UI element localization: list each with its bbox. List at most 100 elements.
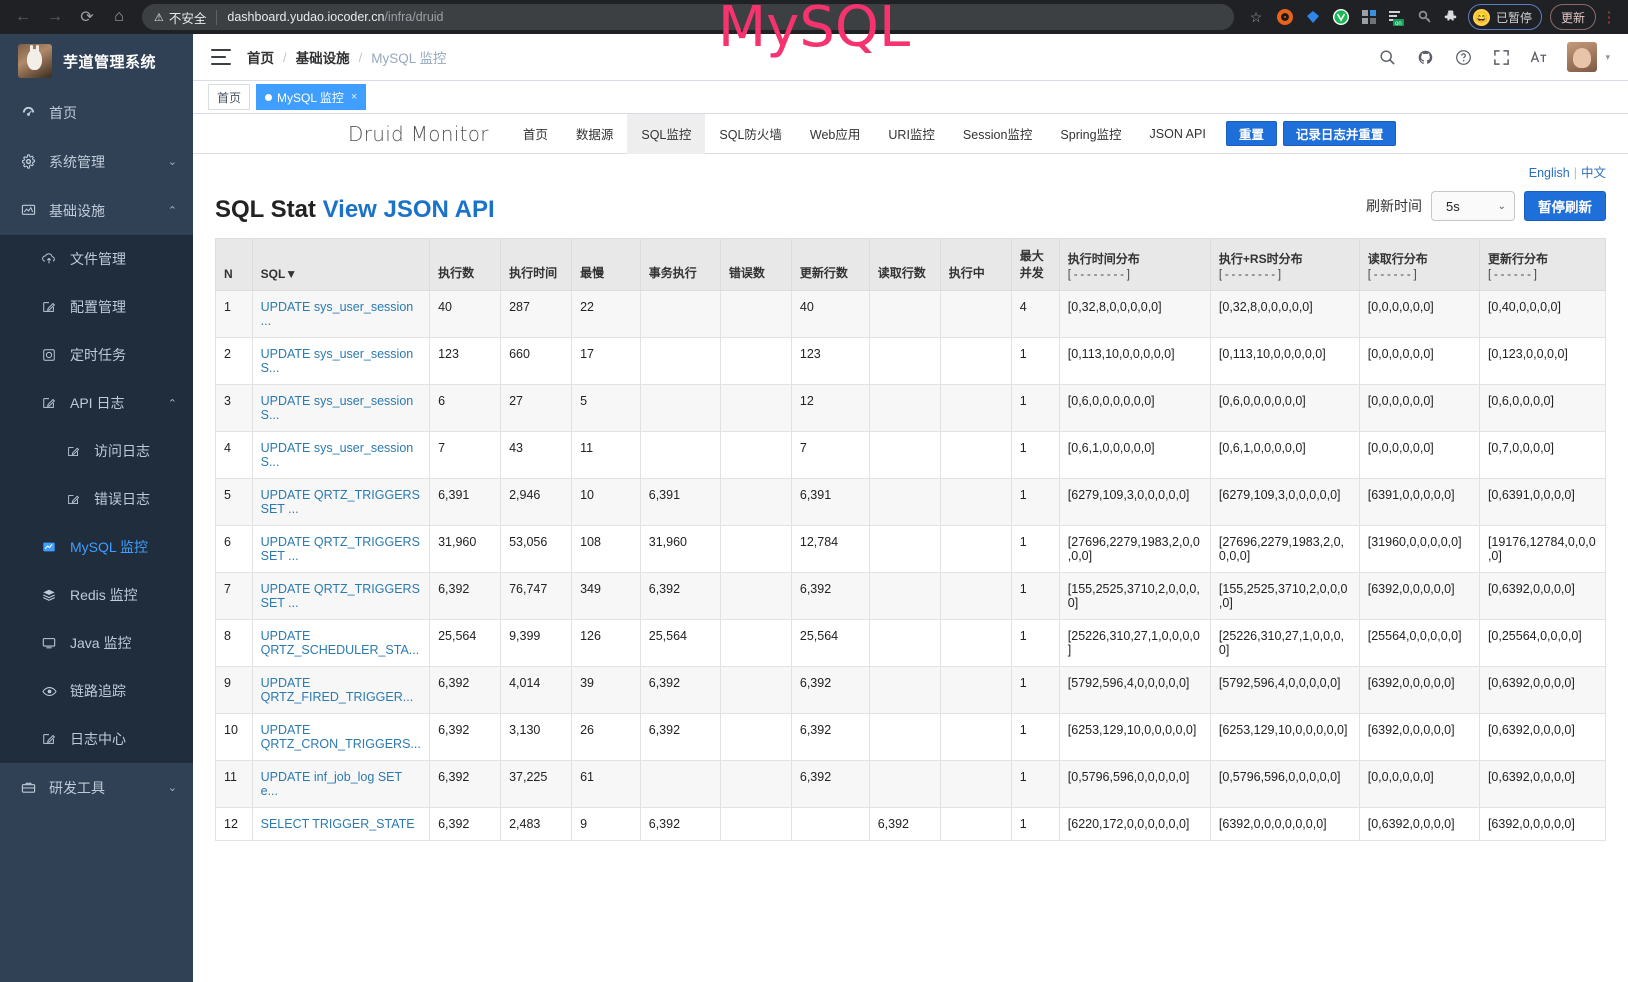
- sidebar-logo[interactable]: 芋道管理系统: [0, 34, 193, 88]
- col-err-count[interactable]: 错误数: [719, 238, 792, 291]
- sql-link[interactable]: UPDATE sys_user_session S...: [260, 441, 414, 469]
- reload-icon[interactable]: ⟳: [80, 9, 94, 26]
- sidebar-item-java-monitor[interactable]: Java 监控: [0, 619, 193, 667]
- druid-nav-web-app[interactable]: Web应用: [809, 128, 861, 142]
- orange-ring-extension-icon[interactable]: [1272, 4, 1298, 30]
- sql-link[interactable]: UPDATE QRTZ_TRIGGERS SET ...: [260, 582, 420, 610]
- refresh-interval-select[interactable]: 5s ⌄: [1431, 191, 1515, 221]
- grid-extension-icon[interactable]: [1356, 4, 1382, 30]
- sidebar-item-config-manage[interactable]: 配置管理: [0, 283, 193, 331]
- col-slowest[interactable]: 最慢: [571, 238, 641, 291]
- cell-sql[interactable]: UPDATE sys_user_session S...: [251, 337, 431, 385]
- cell-sql[interactable]: UPDATE QRTZ_CRON_TRIGGERS...: [251, 713, 431, 761]
- cell-sql[interactable]: UPDATE QRTZ_TRIGGERS SET ...: [251, 572, 431, 620]
- druid-nav-spring-monitor[interactable]: Spring监控: [1060, 128, 1122, 142]
- help-icon[interactable]: [1453, 47, 1473, 67]
- sidebar-item-error-log[interactable]: 错误日志: [0, 475, 193, 523]
- menu-icon[interactable]: [211, 49, 231, 65]
- github-icon[interactable]: [1415, 47, 1435, 67]
- reset-button[interactable]: 重置: [1225, 121, 1277, 146]
- forward-icon[interactable]: →: [47, 8, 63, 25]
- sql-link[interactable]: UPDATE sys_user_session S...: [260, 347, 414, 375]
- sidebar-item-home[interactable]: 首页: [0, 88, 193, 137]
- sidebar-item-system[interactable]: 系统管理 ⌄: [0, 137, 193, 186]
- home-icon[interactable]: ⌂: [114, 8, 124, 25]
- update-button[interactable]: 更新: [1549, 4, 1596, 30]
- sidebar-item-scheduled-task[interactable]: 定时任务: [0, 331, 193, 379]
- col-sql[interactable]: SQL▼: [251, 238, 431, 291]
- list-on-extension-icon[interactable]: on: [1384, 4, 1410, 30]
- avatar[interactable]: [1567, 42, 1598, 72]
- cell-sql[interactable]: UPDATE sys_user_session S...: [251, 431, 431, 479]
- col-read-rows[interactable]: 读取行数: [868, 238, 941, 291]
- breadcrumb-item-0[interactable]: 首页: [247, 51, 274, 66]
- sidebar-item-api-log[interactable]: API 日志 ⌃: [0, 379, 193, 427]
- sidebar-item-file-manage[interactable]: 文件管理: [0, 235, 193, 283]
- font-size-icon[interactable]: [1529, 47, 1549, 67]
- green-check-extension-icon[interactable]: [1328, 4, 1354, 30]
- sidebar-item-access-log[interactable]: 访问日志: [0, 427, 193, 475]
- cell-sql[interactable]: UPDATE QRTZ_FIRED_TRIGGER...: [251, 666, 431, 714]
- puzzle-extension-icon[interactable]: [1440, 4, 1466, 30]
- cell-sql[interactable]: UPDATE QRTZ_SCHEDULER_STA...: [251, 619, 431, 667]
- sidebar-item-redis-monitor[interactable]: Redis 监控: [0, 571, 193, 619]
- col-exec-dist[interactable]: 执行时间分布 [ - - - - - - - - ]: [1058, 238, 1211, 291]
- address-bar[interactable]: ⚠ 不安全 dashboard.yudao.iocoder.cn/infra/d…: [142, 4, 1234, 30]
- sidebar-item-trace[interactable]: 链路追踪: [0, 667, 193, 715]
- back-icon[interactable]: ←: [15, 8, 31, 25]
- druid-nav-uri-monitor[interactable]: URI监控: [888, 128, 935, 142]
- cell-sql[interactable]: UPDATE QRTZ_TRIGGERS SET ...: [251, 478, 431, 526]
- sql-link[interactable]: UPDATE inf_job_log SET e...: [260, 770, 402, 798]
- sql-link[interactable]: UPDATE sys_user_session S...: [260, 394, 414, 422]
- key-extension-icon[interactable]: [1412, 4, 1438, 30]
- col-read-dist[interactable]: 读取行分布 [ - - - - - - ]: [1358, 238, 1480, 291]
- sidebar-item-log-center[interactable]: 日志中心: [0, 715, 193, 763]
- sidebar-item-infra[interactable]: 基础设施 ⌃: [0, 186, 193, 235]
- sql-link[interactable]: SELECT TRIGGER_STATE: [260, 817, 415, 831]
- close-icon[interactable]: ×: [350, 91, 358, 103]
- lang-chinese[interactable]: 中文: [1580, 166, 1606, 180]
- col-rs-dist[interactable]: 执行+RS时分布 [ - - - - - - - - ]: [1209, 238, 1360, 291]
- log-and-reset-button[interactable]: 记录日志并重置: [1282, 121, 1397, 146]
- blue-diamond-extension-icon[interactable]: [1300, 4, 1326, 30]
- search-icon[interactable]: [1377, 47, 1397, 67]
- col-update-rows[interactable]: 更新行数: [790, 238, 870, 291]
- druid-nav-session-monitor[interactable]: Session监控: [962, 128, 1033, 142]
- lang-english[interactable]: English: [1528, 166, 1570, 180]
- tab-home[interactable]: 首页: [208, 84, 251, 110]
- sql-link[interactable]: UPDATE QRTZ_SCHEDULER_STA...: [260, 629, 420, 657]
- druid-nav-datasource[interactable]: 数据源: [575, 128, 614, 142]
- col-running[interactable]: 执行中: [939, 238, 1012, 291]
- cell-sql[interactable]: UPDATE QRTZ_TRIGGERS SET ...: [251, 525, 431, 573]
- druid-nav-home[interactable]: 首页: [522, 128, 548, 142]
- col-max-concurrent[interactable]: 最大并发: [1010, 238, 1060, 291]
- col-n[interactable]: N: [215, 238, 253, 291]
- chevron-down-icon[interactable]: ▾: [1605, 51, 1610, 62]
- sql-link[interactable]: UPDATE QRTZ_TRIGGERS SET ...: [260, 535, 420, 563]
- sidebar-item-mysql-monitor[interactable]: MySQL 监控: [0, 523, 193, 571]
- col-exec-time[interactable]: 执行时间: [500, 238, 573, 291]
- browser-menu-icon[interactable]: ⋮: [1601, 8, 1617, 26]
- col-upd-dist[interactable]: 更新行分布 [ - - - - - - ]: [1478, 238, 1607, 291]
- sql-link[interactable]: UPDATE QRTZ_FIRED_TRIGGER...: [260, 676, 414, 704]
- cell-sql[interactable]: UPDATE sys_user_session ...: [251, 290, 431, 338]
- sql-link[interactable]: UPDATE QRTZ_TRIGGERS SET ...: [260, 488, 420, 516]
- col-tx-exec[interactable]: 事务执行: [639, 238, 721, 291]
- profile-chip[interactable]: 😄 已暂停: [1467, 4, 1542, 30]
- druid-nav-sql-monitor[interactable]: SQL监控: [627, 114, 706, 154]
- sidebar-item-dev-tools[interactable]: 研发工具 ⌄: [0, 763, 193, 812]
- bookmark-icon[interactable]: ☆: [1249, 8, 1263, 25]
- cell-sql[interactable]: UPDATE inf_job_log SET e...: [251, 760, 431, 808]
- breadcrumb-item-1[interactable]: 基础设施: [295, 51, 350, 66]
- druid-nav-sql-firewall[interactable]: SQL防火墙: [719, 128, 782, 142]
- pause-refresh-button[interactable]: 暂停刷新: [1524, 191, 1606, 221]
- col-exec-count[interactable]: 执行数: [429, 238, 502, 291]
- sql-link[interactable]: UPDATE QRTZ_CRON_TRIGGERS...: [260, 723, 421, 751]
- cell-sql[interactable]: SELECT TRIGGER_STATE: [251, 807, 431, 841]
- view-json-api-link[interactable]: View JSON API: [322, 196, 495, 223]
- tab-mysql-monitor[interactable]: MySQL 监控 ×: [256, 84, 367, 110]
- security-warning[interactable]: ⚠ 不安全: [154, 8, 206, 27]
- sql-link[interactable]: UPDATE sys_user_session ...: [260, 300, 414, 328]
- fullscreen-icon[interactable]: [1491, 47, 1511, 67]
- cell-sql[interactable]: UPDATE sys_user_session S...: [251, 384, 431, 432]
